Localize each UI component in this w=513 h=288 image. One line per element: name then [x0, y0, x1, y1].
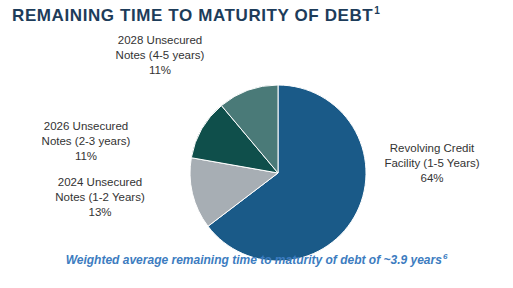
svg-text:Revolving CreditFacility (1-5: Revolving CreditFacility (1-5 Years)64% — [384, 142, 479, 184]
html-text:REMAINING TIME TO MATURITY OF: REMAINING TIME TO MATURITY OF DEBT1 — [12, 5, 381, 25]
html-text:Weighted average remaining tim: Weighted average remaining time to matur… — [65, 252, 448, 267]
svg-text:2024 UnsecuredNotes (1-2 Years: 2024 UnsecuredNotes (1-2 Years)13% — [55, 176, 145, 218]
svg-text:2028 UnsecuredNotes (4-5 years: 2028 UnsecuredNotes (4-5 years)11% — [116, 34, 205, 76]
svg-text:2026 UnsecuredNotes (2-3 years: 2026 UnsecuredNotes (2-3 years)11% — [42, 120, 131, 162]
